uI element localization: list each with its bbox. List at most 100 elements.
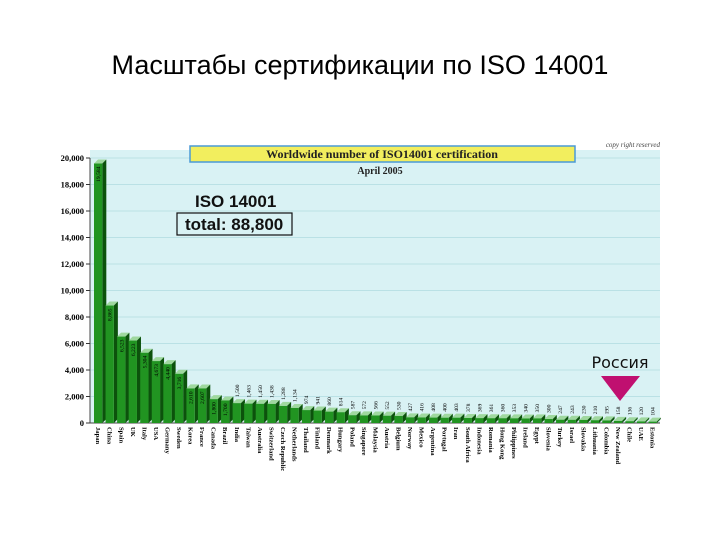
- bar-side: [471, 413, 476, 423]
- bar: [267, 399, 280, 423]
- bar-top: [186, 384, 199, 389]
- category-label: Korea: [187, 427, 194, 445]
- bar-face: [94, 163, 103, 423]
- total-box-heading: ISO 14001: [195, 192, 276, 211]
- category-label: Chile: [626, 427, 633, 442]
- bar-side: [298, 403, 303, 423]
- category-label: New Zealand: [614, 427, 621, 465]
- bar-top: [163, 360, 176, 365]
- bar-face: [278, 405, 288, 423]
- y-tick-label: 18,000: [61, 180, 84, 190]
- category-label: USA: [152, 427, 159, 440]
- bar-side: [448, 413, 453, 423]
- bar-top: [486, 414, 500, 419]
- bar-face: [174, 373, 184, 423]
- bar-top: [405, 413, 419, 418]
- bar-face: [128, 340, 137, 423]
- bar-side: [333, 407, 338, 423]
- bar-side: [402, 411, 407, 423]
- bar-side: [483, 414, 488, 423]
- bar: [348, 411, 361, 423]
- bar-face: [579, 419, 588, 423]
- bar-top: [371, 411, 384, 416]
- category-label: Taiwan: [244, 427, 251, 448]
- bar-side: [552, 415, 557, 423]
- bar-side: [229, 396, 234, 423]
- value-label: 1,700: [223, 403, 229, 416]
- value-label: 247: [558, 405, 564, 414]
- category-label: Spain: [117, 427, 124, 443]
- category-label: Norway: [406, 427, 413, 450]
- bar-face: [232, 403, 241, 423]
- category-label: Lithuania: [591, 427, 598, 456]
- bar-side: [206, 384, 211, 423]
- bar: [105, 301, 118, 423]
- bar-top: [209, 395, 222, 400]
- category-label: Italy: [140, 427, 147, 441]
- category-label: Hungary: [337, 427, 344, 453]
- bar-top: [475, 414, 488, 419]
- category-label: Netherlands: [291, 427, 298, 462]
- value-label: 360: [500, 404, 506, 413]
- value-label: 230: [581, 405, 587, 414]
- y-tick-label: 0: [80, 418, 84, 428]
- category-label: Hong Kong: [498, 427, 505, 460]
- bar-side: [356, 411, 361, 423]
- category-label: Slovenia: [545, 427, 552, 452]
- bar-top: [359, 411, 372, 416]
- bar-face: [463, 417, 472, 423]
- bar-face: [221, 400, 230, 423]
- value-label: 4,673: [154, 364, 160, 377]
- bar-side: [125, 332, 130, 423]
- total-box: [176, 212, 293, 236]
- bar-side: [183, 369, 188, 423]
- bar: [382, 411, 396, 423]
- bar-face: [556, 419, 565, 423]
- category-label: Mexico: [418, 427, 425, 448]
- bar: [278, 401, 292, 423]
- bar-side: [645, 417, 650, 423]
- bar-top: [394, 411, 407, 416]
- value-label: 195: [604, 406, 610, 415]
- bar-face: [417, 417, 426, 423]
- category-label: Argentina: [429, 427, 436, 456]
- category-label: UK: [129, 427, 136, 438]
- bar: [613, 416, 627, 423]
- value-label: 860: [327, 397, 333, 406]
- chart-subtitle: April 2005: [357, 166, 402, 177]
- bar-face: [590, 420, 600, 423]
- value-label: 353: [512, 404, 518, 413]
- bar-side: [414, 413, 419, 423]
- category-label: Germany: [163, 427, 170, 454]
- value-label: 1,463: [246, 385, 252, 398]
- bar-face: [140, 352, 149, 423]
- value-label: 19,584: [96, 166, 102, 182]
- bar-side: [252, 399, 257, 423]
- value-label: 300: [547, 404, 553, 413]
- bar-side: [425, 413, 430, 423]
- bar-top: [579, 415, 592, 420]
- value-label: 1,134: [293, 389, 299, 402]
- bar-side: [575, 415, 580, 423]
- bar: [405, 413, 419, 423]
- bar: [313, 406, 326, 423]
- bar-top: [267, 399, 280, 404]
- bar-face: [521, 418, 530, 423]
- value-label: 4,440: [165, 367, 171, 380]
- bar-face: [105, 305, 114, 423]
- y-tick-label: 6,000: [65, 339, 84, 349]
- category-labels: Japan China Spain UK Italy USA Germany Sweden Ko…: [94, 427, 655, 471]
- category-label: Turkey: [556, 427, 563, 448]
- bar-top: [498, 414, 511, 419]
- slide-title: Масштабы сертификации по ISO 14001: [111, 50, 609, 80]
- bar-face: [359, 415, 368, 423]
- bar-face: [348, 415, 357, 423]
- bar-top: [625, 417, 638, 422]
- bar: [556, 415, 569, 423]
- value-label: 2,610: [189, 391, 195, 404]
- bar-top: [197, 384, 211, 389]
- category-label: Japan: [94, 427, 101, 445]
- bar-face: [648, 421, 657, 423]
- bar-side: [610, 416, 615, 423]
- category-label: Portugal: [441, 427, 448, 452]
